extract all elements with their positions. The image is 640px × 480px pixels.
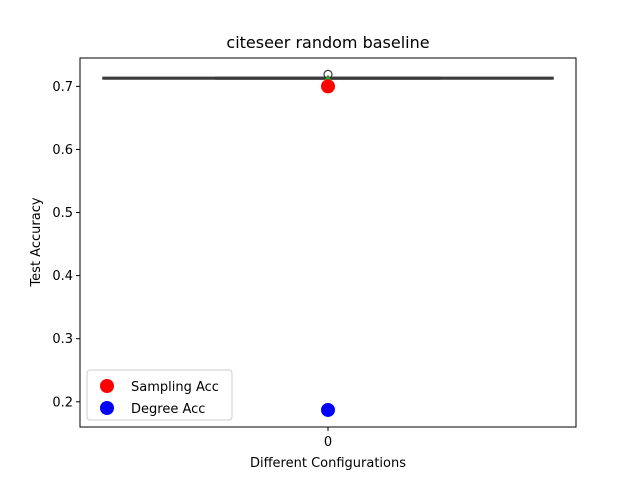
degree-acc-point: [321, 402, 335, 417]
legend-label: Sampling Acc: [131, 380, 219, 395]
scatter-points: [321, 79, 335, 417]
plot-area: 0.2 0.3 0.4 0.5 0.6 0.7 0: [52, 57, 577, 450]
y-axis: 0.2 0.3 0.4 0.5 0.6 0.7: [52, 80, 80, 410]
legend-label: Degree Acc: [131, 402, 205, 417]
y-tick-label: 0.6: [52, 143, 73, 158]
y-axis-label: Test Accuracy: [29, 197, 44, 287]
x-tick-label: 0: [324, 435, 332, 450]
legend-marker: [100, 379, 114, 393]
chart-title: citeseer random baseline: [226, 33, 429, 52]
y-tick-label: 0.5: [52, 206, 73, 221]
x-axis: 0: [324, 427, 332, 450]
y-tick-label: 0.3: [52, 332, 73, 347]
legend: Sampling Acc Degree Acc: [86, 369, 233, 421]
sampling-acc-point: [321, 79, 335, 94]
y-tick-label: 0.4: [52, 269, 73, 284]
y-tick-label: 0.7: [52, 80, 73, 95]
legend-frame: [86, 369, 233, 421]
y-tick-label: 0.2: [52, 395, 73, 410]
legend-marker: [100, 401, 114, 415]
x-axis-label: Different Configurations: [250, 456, 406, 471]
box-plot: [102, 69, 554, 83]
